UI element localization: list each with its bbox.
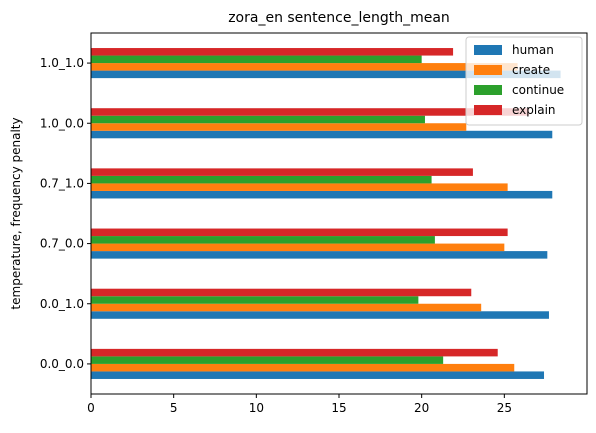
bar-explain-0.7_0.0 [91, 228, 508, 237]
legend-swatch-create [474, 65, 502, 75]
x-tick-label: 20 [414, 401, 429, 415]
legend-box [465, 36, 583, 126]
legend-swatch-explain [474, 105, 502, 115]
bar-human-0.0_0.0 [91, 371, 545, 379]
y-axis: 0.0_0.0 0.0_1.0 0.7_0.0 0.7_1.0 1.0_0.0 1.0_1… [40, 56, 91, 371]
bar-explain-1.0_0.0 [91, 108, 530, 116]
plot-frame [90, 32, 588, 395]
y-tick-label: 0.7_0.0 [40, 237, 84, 251]
legend-label-human: human [512, 43, 554, 57]
bar-create-0.0_1.0 [91, 303, 482, 312]
bar-human-1.0_1.0 [91, 70, 561, 79]
bar-continue-0.7_0.0 [91, 236, 435, 244]
bar-create-1.0_0.0 [91, 123, 467, 131]
legend-swatch-human [474, 45, 502, 55]
bar-create-0.7_0.0 [91, 243, 505, 252]
bar-human-1.0_0.0 [91, 130, 553, 139]
bar-continue-1.0_1.0 [91, 55, 422, 64]
x-axis: 0 5 10 15 20 25 [87, 394, 512, 415]
bar-continue-0.0_0.0 [91, 356, 444, 364]
legend-label-continue: continue [512, 83, 564, 97]
legend: human create continue explain [465, 36, 583, 126]
y-tick-label: 0.7_1.0 [40, 176, 84, 190]
y-axis-label: temperature, frequency penalty [9, 117, 23, 309]
bars-group [91, 48, 561, 379]
x-tick-label: 0 [87, 401, 95, 415]
bar-continue-0.0_1.0 [91, 296, 419, 304]
bar-create-1.0_1.0 [91, 63, 518, 71]
x-tick-label: 5 [170, 401, 178, 415]
legend-label-explain: explain [512, 103, 556, 117]
bar-human-0.7_0.0 [91, 251, 548, 259]
x-tick-label: 25 [497, 401, 512, 415]
legend-label-create: create [512, 63, 550, 77]
y-tick-label: 1.0_1.0 [40, 56, 84, 70]
bar-explain-1.0_1.0 [91, 48, 454, 56]
x-tick-label: 15 [331, 401, 346, 415]
bar-human-0.0_1.0 [91, 311, 549, 319]
bar-explain-0.7_1.0 [91, 168, 473, 176]
bar-create-0.0_0.0 [91, 363, 515, 372]
bar-create-0.7_1.0 [91, 183, 508, 191]
x-tick-label: 10 [249, 401, 264, 415]
bar-human-0.7_1.0 [91, 190, 553, 199]
y-tick-label: 0.0_1.0 [40, 297, 84, 311]
y-tick-label: 1.0_0.0 [40, 116, 84, 130]
bar-explain-0.0_0.0 [91, 348, 498, 357]
bar-continue-0.7_1.0 [91, 175, 432, 184]
legend-swatch-continue [474, 85, 502, 95]
y-tick-label: 0.0_0.0 [40, 357, 84, 371]
chart-title: zora_en sentence_length_mean [228, 10, 450, 26]
bar-explain-0.0_1.0 [91, 288, 472, 297]
bar-continue-1.0_0.0 [91, 115, 425, 124]
